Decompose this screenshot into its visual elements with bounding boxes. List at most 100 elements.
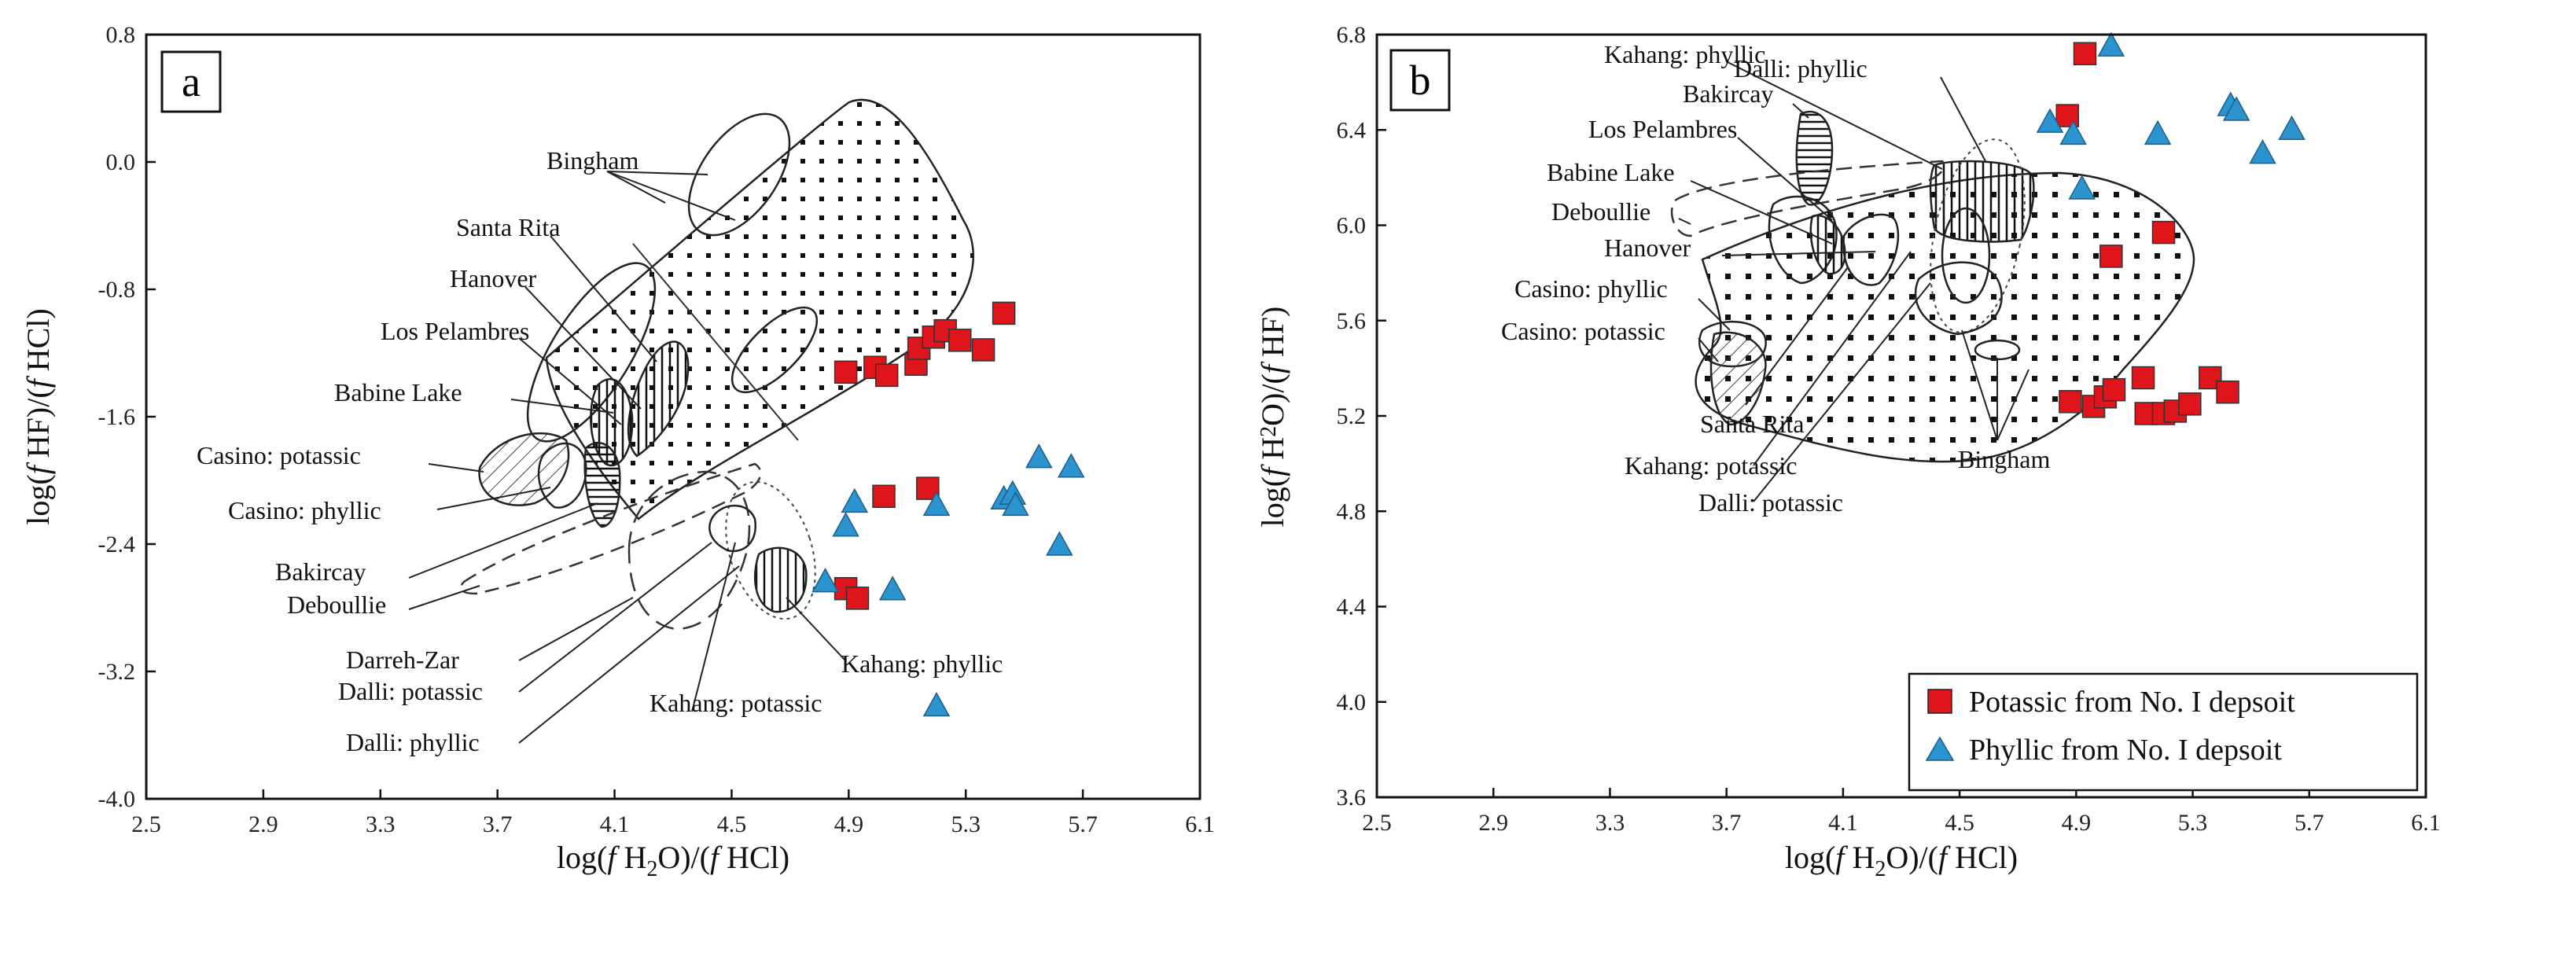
x-axis-label-b: log(f H2O)/(f HCl) — [1785, 840, 2018, 881]
region-label: Babine Lake — [1547, 158, 1675, 186]
potassic-point — [2216, 380, 2239, 404]
region-label: Kahang: potassic — [650, 689, 822, 717]
axis-ticks-b: 2.5 2.9 3.3 3.7 4.1 4.5 4.9 5.3 5.7 6.1 3.6 4.0 4.4 4… — [1337, 22, 2441, 836]
phyllic-point — [2144, 120, 2172, 145]
x-tick-label: 4.9 — [2062, 810, 2092, 836]
region-label: Bakircay — [275, 557, 366, 586]
region-label: Deboullie — [1551, 197, 1650, 226]
bingham-divider — [632, 243, 799, 441]
potassic-point — [2131, 366, 2155, 390]
region-label: Dalli: phyllic — [1734, 54, 1868, 83]
panel-label-b: b — [1410, 57, 1431, 104]
y-tick-label: 4.4 — [1337, 594, 1367, 620]
y-tick-label: -0.8 — [98, 277, 136, 303]
region-dalli-phyllic — [725, 480, 816, 620]
region-label: Kahang: phyllic — [841, 649, 1003, 678]
region-bingham-inner-b — [1941, 207, 1991, 304]
region-label: Los Pelambres — [381, 317, 529, 345]
x-tick-label: 3.3 — [1595, 810, 1625, 836]
phyllic-point — [1046, 531, 1073, 556]
x-tick-label: 6.1 — [1185, 811, 1215, 837]
x-tick-label: 6.1 — [2411, 810, 2441, 836]
potassic-point — [2059, 390, 2082, 414]
potassic-point — [948, 329, 972, 352]
region-deboullie — [459, 462, 762, 595]
y-tick-label: 4.0 — [1337, 690, 1367, 715]
region-label: Kahang: potassic — [1625, 451, 1798, 480]
region-casino-phyllic — [537, 442, 587, 509]
potassic-point — [971, 338, 995, 362]
data-points-b — [2036, 31, 2306, 425]
x-tick-label: 3.7 — [483, 811, 513, 837]
x-axis-label-a: log(f H2O)/(f HCl) — [557, 840, 789, 881]
region-kahang-potassic — [708, 504, 757, 553]
legend: Potassic from No. I depsoit Phyllic from… — [1908, 672, 2419, 792]
legend-label-phyllic: Phyllic from No. I depsoit — [1969, 734, 2282, 767]
phyllic-point — [1057, 453, 1085, 478]
region-hanover-b — [1842, 213, 1900, 286]
potassic-point — [2055, 104, 2079, 127]
potassic-point — [874, 363, 899, 388]
region-bakircay-b — [1795, 110, 1834, 206]
y-tick-label: -2.4 — [98, 531, 136, 557]
y-tick-label: 6.0 — [1337, 213, 1367, 239]
x-tick-label: 5.7 — [2294, 810, 2324, 836]
x-tick-label: 2.9 — [248, 811, 278, 837]
region-label: Bingham — [546, 146, 638, 175]
region-label: Casino: potassic — [1501, 317, 1665, 345]
potassic-point — [2099, 245, 2123, 268]
potassic-point — [872, 484, 896, 508]
region-kahang-phyllic — [753, 546, 808, 613]
x-tick-label: 3.7 — [1712, 810, 1742, 836]
x-tick-label: 5.7 — [1068, 811, 1098, 837]
region-dalli-phyllic-b — [1930, 138, 2026, 333]
phyllic-point — [2097, 31, 2125, 57]
phyllic-point — [2222, 96, 2250, 121]
phyllic-point — [878, 576, 907, 601]
region-label: Dalli: potassic — [1698, 488, 1843, 517]
x-tick-label: 4.9 — [834, 811, 864, 837]
phyllic-point — [922, 491, 951, 517]
region-casino-potassic-b — [1709, 331, 1767, 426]
phyllic-point — [2036, 108, 2064, 133]
phyllic-point — [2249, 139, 2276, 164]
y-axis-label-a: log(f HF)/(f HCl) — [20, 308, 56, 525]
region-annotations: Bingham Santa Rita Hanover Los Pelambres Bab… — [197, 146, 1003, 756]
x-tick-label: 2.5 — [1362, 810, 1392, 836]
phyllic-point — [1002, 491, 1029, 517]
phyllic-point — [1025, 443, 1053, 469]
x-tick-label: 5.3 — [951, 811, 981, 837]
y-tick-label: -3.2 — [98, 659, 136, 685]
region-label: Santa Rita — [456, 213, 560, 241]
x-tick-label: 3.3 — [366, 811, 396, 837]
region-label: Bakircay — [1683, 79, 1774, 108]
y-tick-label: 6.8 — [1337, 22, 1367, 48]
region-label: Santa Rita — [1700, 410, 1804, 438]
region-label: Bingham — [1958, 445, 2050, 473]
region-label: Casino: phyllic — [228, 496, 381, 524]
region-label: Casino: phyllic — [1514, 274, 1668, 303]
region-label: Deboullie — [287, 590, 386, 619]
region-los-pelambres-b — [1809, 214, 1846, 275]
panel-label-box-b — [1389, 49, 1451, 112]
region-label: Dalli: phyllic — [346, 728, 480, 756]
y-tick-label: 4.8 — [1337, 498, 1367, 524]
axis-ticks-a: 2.5 2.9 3.3 3.7 4.1 4.5 4.9 5.3 5.7 6.1 -4.0 -3.2 -2… — [98, 22, 1215, 837]
panel-label-a: a — [182, 58, 201, 105]
data-points-a — [811, 301, 1085, 717]
phyllic-point — [832, 512, 859, 537]
y-tick-label: -4.0 — [98, 786, 136, 812]
region-label: Dalli: potassic — [338, 677, 483, 705]
x-tick-label: 4.5 — [717, 811, 747, 837]
region-casino-potassic — [478, 432, 570, 506]
potassic-point — [2102, 377, 2126, 402]
y-tick-label: 0.8 — [106, 22, 136, 48]
field-regions — [459, 98, 974, 631]
phyllic-point — [811, 568, 839, 593]
region-label: Kahang: phyllic — [1604, 40, 1765, 68]
region-bingham-low — [730, 306, 819, 394]
potassic-point — [834, 360, 858, 384]
phyllic-point — [2068, 175, 2096, 200]
y-tick-label: 5.6 — [1337, 308, 1367, 334]
